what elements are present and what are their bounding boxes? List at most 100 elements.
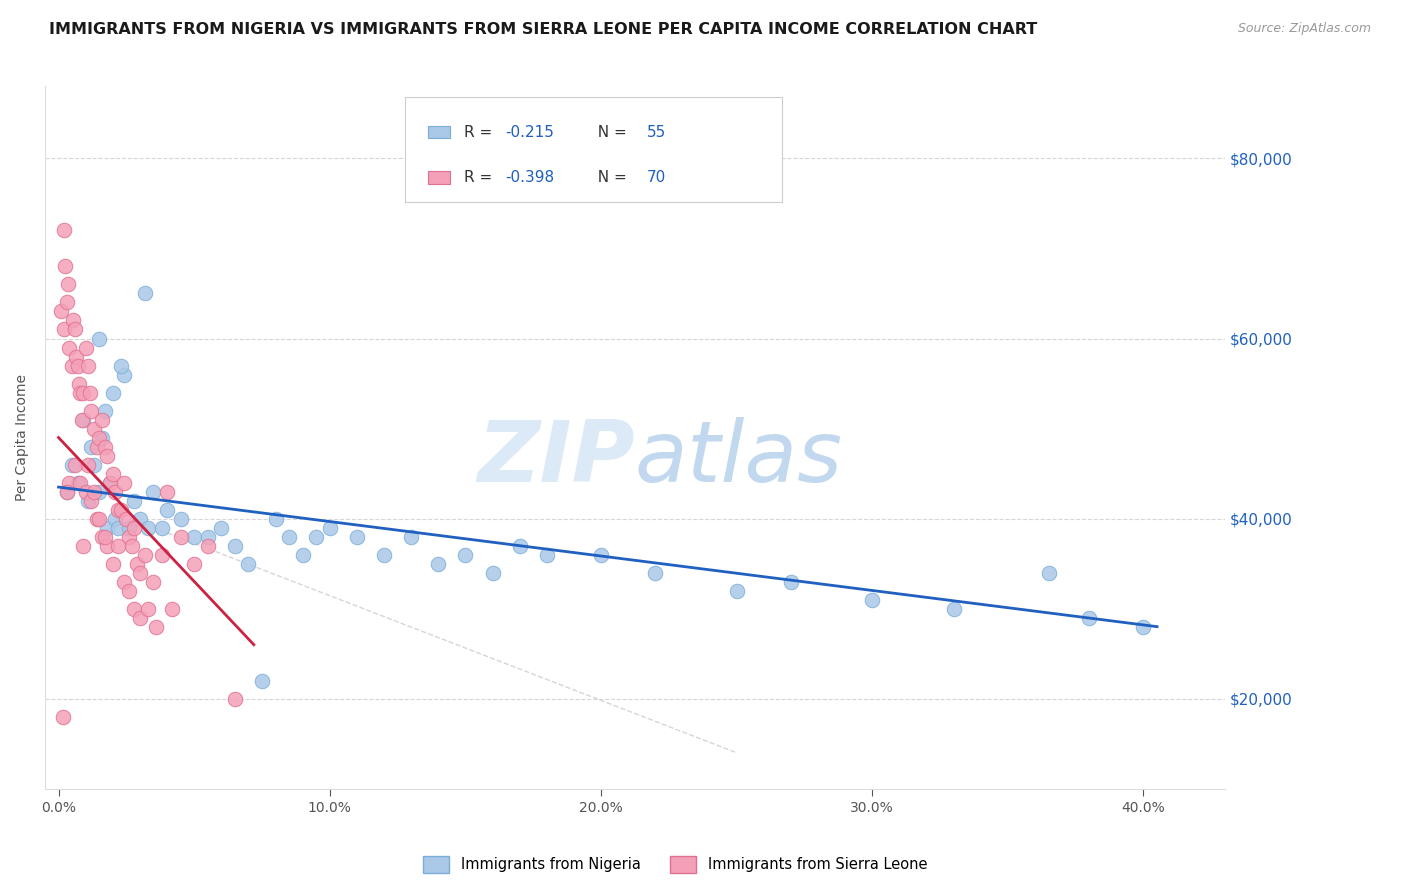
Legend: Immigrants from Nigeria, Immigrants from Sierra Leone: Immigrants from Nigeria, Immigrants from…: [415, 849, 935, 880]
Point: [136, 601, 159, 615]
Point: [58, 341, 80, 355]
Point: [79, 385, 101, 400]
Point: [56, 277, 79, 292]
Point: [779, 574, 801, 589]
FancyBboxPatch shape: [429, 171, 450, 184]
Point: [72, 412, 94, 426]
Point: [65, 350, 87, 364]
Text: 70: 70: [647, 170, 666, 186]
Point: [860, 592, 883, 607]
Point: [60, 359, 83, 373]
Point: [104, 511, 127, 525]
Point: [104, 484, 127, 499]
Point: [72, 385, 94, 400]
Point: [129, 610, 152, 624]
Point: [90, 431, 112, 445]
Point: [80, 493, 103, 508]
Point: [156, 502, 179, 516]
Point: [124, 601, 146, 615]
Point: [75, 341, 97, 355]
Text: IMMIGRANTS FROM NIGERIA VS IMMIGRANTS FROM SIERRA LEONE PER CAPITA INCOME CORREL: IMMIGRANTS FROM NIGERIA VS IMMIGRANTS FR…: [49, 22, 1038, 37]
Point: [70, 412, 93, 426]
Point: [80, 403, 103, 417]
Point: [86, 511, 108, 525]
Point: [58, 475, 80, 490]
Point: [55, 484, 77, 499]
Point: [197, 530, 219, 544]
Point: [644, 566, 666, 580]
FancyBboxPatch shape: [429, 126, 450, 138]
Point: [169, 530, 191, 544]
Point: [52, 709, 75, 723]
Point: [136, 520, 159, 534]
Text: Source: ZipAtlas.com: Source: ZipAtlas.com: [1237, 22, 1371, 36]
Point: [96, 520, 118, 534]
Point: [481, 566, 503, 580]
Point: [509, 539, 531, 553]
Point: [373, 548, 395, 562]
Point: [63, 322, 86, 336]
Point: [129, 566, 152, 580]
Point: [399, 530, 422, 544]
Point: [1132, 620, 1154, 634]
Point: [134, 548, 156, 562]
Point: [77, 359, 100, 373]
Point: [101, 557, 124, 571]
Point: [250, 673, 273, 688]
Point: [96, 539, 118, 553]
Point: [107, 502, 129, 516]
Point: [183, 530, 205, 544]
Point: [197, 539, 219, 553]
Point: [129, 511, 152, 525]
Text: atlas: atlas: [636, 417, 844, 500]
Point: [72, 539, 94, 553]
Point: [156, 484, 179, 499]
Point: [118, 530, 141, 544]
Y-axis label: Per Capita Income: Per Capita Income: [15, 374, 30, 501]
Point: [536, 548, 558, 562]
Point: [589, 548, 612, 562]
Point: [62, 313, 84, 327]
Point: [90, 530, 112, 544]
Point: [83, 421, 105, 435]
Text: -0.215: -0.215: [505, 125, 554, 139]
Point: [55, 295, 77, 310]
Text: 55: 55: [647, 125, 666, 139]
Text: R =: R =: [464, 125, 496, 139]
Point: [75, 484, 97, 499]
Point: [89, 484, 111, 499]
Point: [77, 493, 100, 508]
Point: [291, 548, 314, 562]
Point: [1078, 610, 1101, 624]
Point: [150, 548, 173, 562]
Point: [110, 502, 132, 516]
Point: [264, 511, 287, 525]
Text: N =: N =: [588, 170, 631, 186]
Point: [69, 475, 91, 490]
Point: [346, 530, 368, 544]
Point: [93, 440, 115, 454]
Point: [145, 620, 167, 634]
Text: N =: N =: [588, 125, 631, 139]
Point: [319, 520, 342, 534]
Point: [90, 412, 112, 426]
Point: [107, 539, 129, 553]
FancyBboxPatch shape: [405, 97, 782, 202]
Point: [98, 475, 121, 490]
Point: [60, 458, 83, 472]
Point: [93, 403, 115, 417]
Point: [115, 511, 138, 525]
Point: [427, 557, 450, 571]
Point: [89, 431, 111, 445]
Point: [63, 458, 86, 472]
Point: [224, 539, 246, 553]
Point: [124, 520, 146, 534]
Point: [118, 583, 141, 598]
Point: [142, 484, 165, 499]
Point: [134, 286, 156, 301]
Point: [83, 458, 105, 472]
Point: [110, 359, 132, 373]
Point: [224, 691, 246, 706]
Point: [52, 322, 75, 336]
Point: [93, 530, 115, 544]
